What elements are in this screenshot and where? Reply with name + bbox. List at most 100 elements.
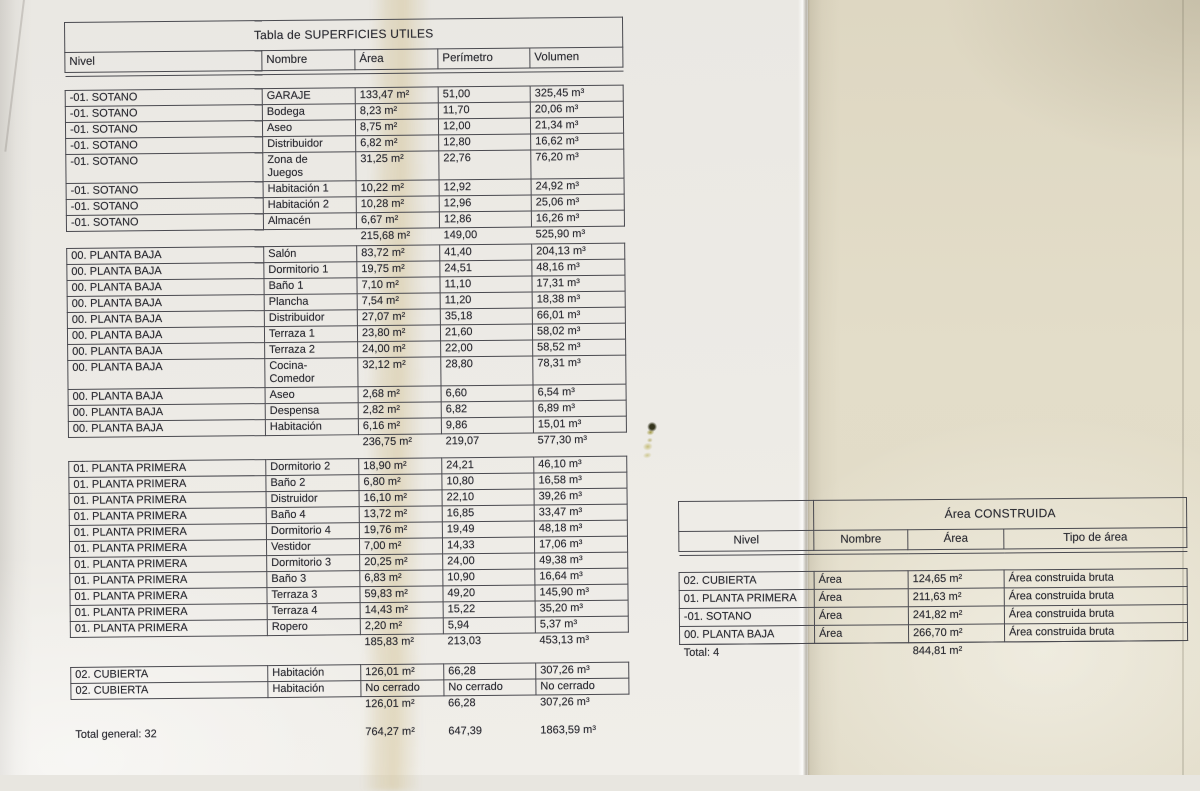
cell-nombre: Terraza 4 <box>267 602 361 620</box>
cell-nivel: -01. SOTANO <box>66 213 264 232</box>
cell-nivel: -01. SOTANO <box>66 181 264 200</box>
cell-area: 126,01 m² <box>360 663 444 681</box>
subtotal-perimetro: 219,07 <box>445 435 480 448</box>
cell-area: 27,07 m² <box>357 308 441 326</box>
cell-nombre: Distribuidor <box>262 135 356 153</box>
cell-nombre: Baño 4 <box>266 506 360 524</box>
cell-area: 211,63 m² <box>908 587 1005 607</box>
cell-area: 24,00 m² <box>357 340 441 358</box>
area-construida-table-container: Área CONSTRUIDA Nivel Nombre Área Tipo d… <box>678 497 1188 662</box>
cell-perimetro: 41,40 <box>439 244 532 261</box>
cell-nombre: Aseo <box>265 386 359 404</box>
cell-volumen: 204,13 m³ <box>531 243 625 261</box>
cell-volumen: No cerrado <box>535 678 630 696</box>
cell-perimetro: 6,82 <box>441 401 534 418</box>
cell-perimetro: 24,00 <box>442 553 535 570</box>
column-header-perimetro: Perímetro <box>437 48 530 69</box>
cell-perimetro: 22,00 <box>440 340 533 357</box>
cell-nivel: 00. PLANTA BAJA <box>66 246 264 265</box>
table-section: 00. PLANTA BAJA Salón 83,72 m² 41,40 204… <box>66 243 627 461</box>
grand-total-spacer <box>268 725 361 741</box>
cell-volumen: 145,90 m³ <box>534 584 629 602</box>
cell-nombre: Dormitorio 2 <box>265 458 359 476</box>
cell-nombre: Baño 3 <box>266 570 360 588</box>
cell-nivel: -01. SOTANO <box>679 607 815 627</box>
cell-perimetro: 22,10 <box>442 489 535 506</box>
subtotal-area: 215,68 m² <box>360 229 411 243</box>
cell-area: 241,82 m² <box>908 605 1005 625</box>
cell-nivel: 01. PLANTA PRIMERA <box>70 619 268 638</box>
cell-perimetro: 24,51 <box>439 260 532 277</box>
cell-nivel: 01. PLANTA PRIMERA <box>69 491 267 510</box>
cell-nivel: 02. CUBIERTA <box>70 681 268 700</box>
page-seam-shadow <box>798 0 810 775</box>
title-spacer-cell <box>678 500 814 532</box>
cell-nombre: Área <box>814 624 909 644</box>
cell-perimetro: 10,90 <box>442 569 535 586</box>
cell-nivel: 00. PLANTA BAJA <box>67 310 265 329</box>
cell-nivel: 01. PLANTA PRIMERA <box>679 589 815 609</box>
cell-volumen: 18,38 m³ <box>532 291 626 309</box>
cell-nivel: 00. PLANTA BAJA <box>67 358 266 390</box>
cell-volumen: 48,16 m³ <box>531 259 625 277</box>
subtotal-volumen: 307,26 m³ <box>539 695 590 709</box>
cell-area: 2,20 m² <box>360 617 444 635</box>
cell-area: 32,12 m² <box>357 356 442 387</box>
cell-area: 6,67 m² <box>356 211 440 229</box>
cell-nivel: -01. SOTANO <box>65 120 263 139</box>
column-header-volumen: Volumen <box>529 47 623 69</box>
cell-volumen: 17,06 m³ <box>534 536 628 554</box>
cell-nivel: -01. SOTANO <box>65 136 263 155</box>
cell-area: 8,75 m² <box>355 118 439 136</box>
subtotal-perimetro: 149,00 <box>443 229 478 242</box>
utiles-header-block: Tabla de SUPERFICIES UTILES Nivel Nombre… <box>64 17 624 90</box>
cell-area: 14,43 m² <box>360 601 444 619</box>
cell-perimetro: 12,96 <box>439 195 532 212</box>
cell-perimetro: 5,94 <box>443 617 536 634</box>
cell-area: 7,00 m² <box>359 537 443 555</box>
cell-nombre: Terraza 2 <box>264 341 358 359</box>
subtotal-spacer <box>71 698 268 715</box>
cell-volumen: 307,26 m³ <box>535 662 629 680</box>
cell-perimetro: 12,92 <box>439 179 532 196</box>
cell-volumen: 24,92 m³ <box>531 178 625 196</box>
cell-area: 266,70 m² <box>908 623 1005 643</box>
cell-perimetro: No cerrado <box>443 679 536 696</box>
column-header-nivel: Nivel <box>64 50 262 73</box>
cell-nivel: 01. PLANTA PRIMERA <box>69 539 267 558</box>
cell-tipo: Área construida bruta <box>1004 586 1188 606</box>
cell-nivel: 00. PLANTA BAJA <box>679 625 815 645</box>
cell-perimetro: 66,28 <box>443 663 536 680</box>
cell-nivel: 00. PLANTA BAJA <box>67 326 265 345</box>
cell-area: 10,22 m² <box>356 179 440 197</box>
cell-volumen: 25,06 m³ <box>531 194 625 212</box>
cell-volumen: 49,38 m³ <box>534 552 628 570</box>
cell-perimetro: 35,18 <box>440 308 533 325</box>
cell-area: 7,10 m² <box>356 276 441 294</box>
cell-area: 6,16 m² <box>358 417 442 435</box>
cell-nombre: Almacén <box>263 212 357 230</box>
cell-area: 2,68 m² <box>358 385 442 403</box>
table-title: Área CONSTRUIDA <box>813 497 1187 531</box>
cell-nombre: Dormitorio 1 <box>263 261 357 279</box>
cell-nivel: 00. PLANTA BAJA <box>68 403 266 422</box>
cell-area: 2,82 m² <box>358 401 442 419</box>
subtotal-spacer <box>267 635 360 651</box>
cell-volumen: 58,02 m³ <box>532 323 626 341</box>
cell-volumen: 15,01 m³ <box>533 416 627 434</box>
cell-volumen: 16,64 m³ <box>534 568 628 586</box>
cell-perimetro: 12,00 <box>438 118 531 135</box>
construida-header-block: Área CONSTRUIDA Nivel Nombre Área Tipo d… <box>678 497 1188 573</box>
subtotal-area: 126,01 m² <box>365 697 415 711</box>
total-label: Total: 4 <box>683 646 720 659</box>
total-spacer <box>1005 641 1188 660</box>
cell-perimetro: 22,76 <box>438 150 532 180</box>
cell-nombre: Vestidor <box>266 538 360 556</box>
cell-nombre: Área <box>814 570 909 590</box>
cell-nombre: Aseo <box>262 119 356 137</box>
subtotal-perimetro: 66,28 <box>448 697 476 710</box>
cell-perimetro: 11,10 <box>439 276 533 293</box>
column-header-area: Área <box>907 528 1004 550</box>
cell-volumen: 16,62 m³ <box>530 133 624 151</box>
cell-nivel: 01. PLANTA PRIMERA <box>69 507 267 526</box>
